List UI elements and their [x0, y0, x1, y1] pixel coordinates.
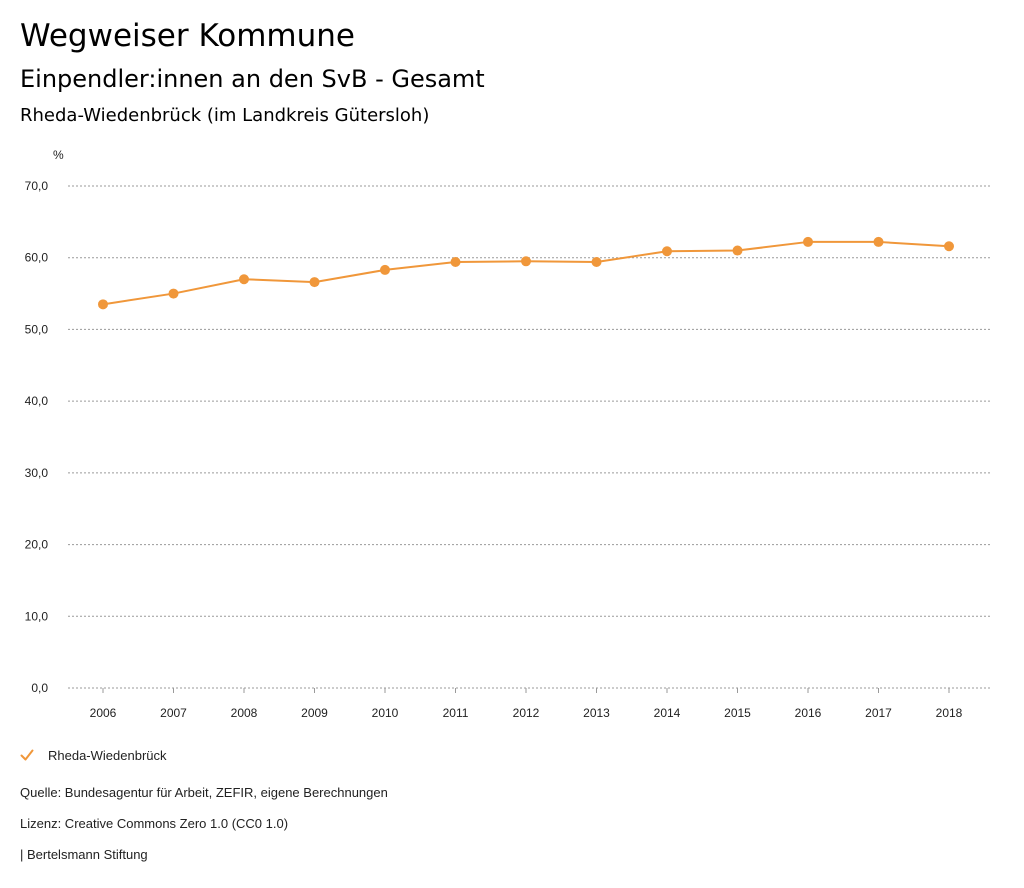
chart-subtitle: Einpendler:innen an den SvB - Gesamt	[20, 65, 485, 93]
x-tick-label: 2007	[160, 706, 187, 720]
data-point[interactable]	[521, 256, 531, 267]
data-point[interactable]	[309, 277, 320, 288]
y-axis-unit-label: %	[53, 148, 64, 162]
publisher-note: | Bertelsmann Stiftung	[20, 847, 148, 862]
x-tick-label: 2010	[372, 706, 399, 720]
x-tick-label: 2016	[795, 706, 822, 720]
y-tick-label: 10,0	[25, 609, 49, 623]
data-point[interactable]	[98, 299, 108, 310]
y-tick-label: 20,0	[25, 538, 49, 552]
data-point[interactable]	[450, 257, 461, 268]
x-axis-ticks: 2006 2007 2008 2009 2010 2011 2012 2013 2014 2015…	[90, 688, 963, 720]
y-tick-label: 60,0	[25, 251, 49, 265]
x-tick-label: 2009	[301, 706, 328, 720]
data-point[interactable]	[944, 241, 954, 252]
data-point[interactable]	[239, 274, 249, 285]
data-point[interactable]	[803, 236, 813, 247]
y-axis-ticks: 0,0 10,0 20,0 30,0 40,0 50,0 60,0 70,0	[25, 179, 49, 695]
x-tick-label: 2006	[90, 706, 117, 720]
line-chart: % 0,010,020,030,040,050,060,070,0 2006 20…	[25, 148, 990, 720]
y-tick-label: 50,0	[25, 322, 49, 336]
legend-item[interactable]: Rheda-Wiedenbrück	[20, 744, 167, 766]
license-note: Lizenz: Creative Commons Zero 1.0 (CC0 1…	[20, 816, 289, 831]
legend-label: Rheda-Wiedenbrück	[48, 747, 167, 763]
series-line	[102, 240, 950, 306]
data-point[interactable]	[380, 264, 390, 275]
data-point[interactable]	[732, 245, 743, 256]
x-tick-label: 2012	[513, 706, 540, 720]
x-tick-label: 2011	[443, 706, 469, 720]
grid-layer	[68, 185, 990, 689]
page-title: Wegweiser Kommune	[20, 18, 355, 54]
series-layer	[98, 236, 954, 310]
y-tick-label: 40,0	[25, 394, 49, 408]
y-tick-label: 70,0	[25, 179, 49, 193]
x-tick-label: 2008	[231, 706, 258, 720]
y-tick-label: 0,0	[31, 681, 48, 695]
x-tick-label: 2017	[865, 706, 892, 720]
y-tick-label: 30,0	[25, 466, 49, 480]
x-tick-label: 2013	[583, 706, 610, 720]
x-tick-label: 2014	[654, 706, 681, 720]
x-tick-label: 2018	[936, 706, 963, 720]
data-point[interactable]	[591, 257, 602, 268]
source-note: Quelle: Bundesagentur für Arbeit, ZEFIR,…	[20, 785, 388, 800]
check-icon	[20, 749, 34, 761]
data-point[interactable]	[873, 236, 884, 247]
x-tick-label: 2015	[724, 706, 751, 720]
data-point[interactable]	[168, 288, 179, 299]
region-label: Rheda-Wiedenbrück (im Landkreis Güterslo…	[20, 105, 430, 126]
data-point[interactable]	[662, 246, 672, 257]
